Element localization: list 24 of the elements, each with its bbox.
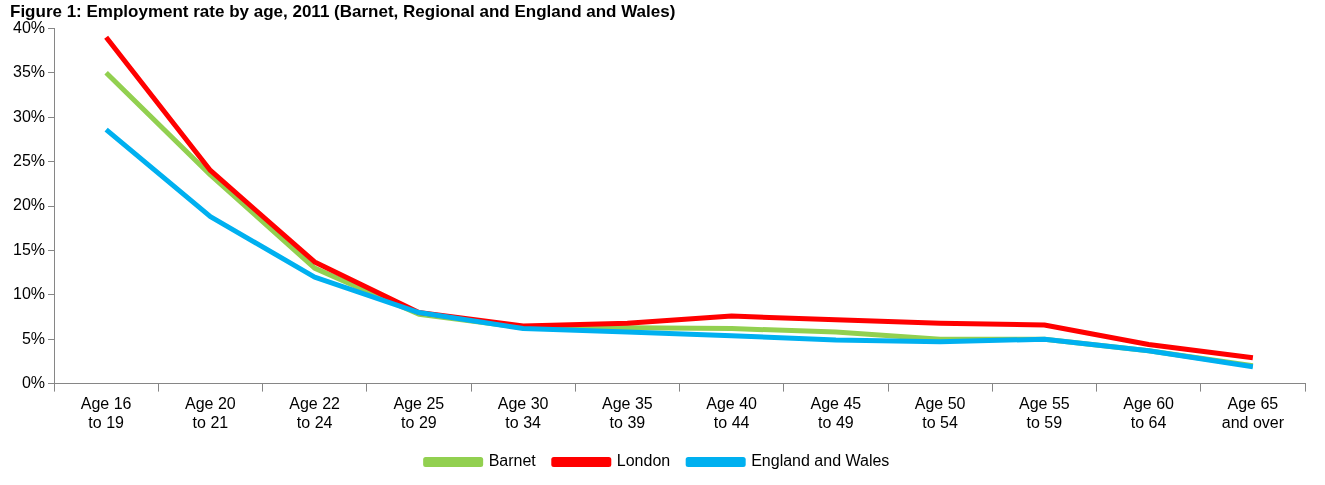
x-tick-label: Age 25 to 29 — [393, 394, 445, 431]
legend-label: Barnet — [488, 452, 537, 470]
y-tick-label: 35% — [12, 63, 46, 81]
y-tick-label: 15% — [12, 240, 46, 258]
legend-label: London — [616, 452, 671, 470]
x-tick-label: Age 16 to 19 — [80, 394, 132, 431]
chart-title: Figure 1: Employment rate by age, 2011 (Barnet, Regional and England and Wales) — [10, 1, 676, 21]
x-tick-label: Age 35 to 39 — [602, 394, 653, 431]
x-tick-label: Age 45 to 49 — [810, 394, 862, 431]
x-tick-label: Age 40 to 44 — [706, 394, 758, 431]
x-tick-label: Age 60 to 64 — [1123, 394, 1175, 431]
x-tick-label: Age 22 to 24 — [289, 394, 341, 431]
y-tick-label: 25% — [12, 152, 46, 170]
x-tick-label: Age 55 to 59 — [1019, 394, 1070, 431]
legend-label: England and Wales — [751, 452, 890, 470]
y-tick-label: 0% — [21, 374, 46, 392]
x-tick-label: Age 30 to 34 — [497, 394, 549, 431]
y-tick-label: 10% — [12, 285, 46, 303]
y-tick-label: 5% — [21, 329, 46, 347]
y-tick-label: 20% — [12, 196, 46, 214]
x-tick-label: Age 20 to 21 — [185, 394, 236, 431]
x-tick-label: Age 50 to 54 — [914, 394, 966, 431]
y-tick-label: 30% — [12, 107, 46, 125]
x-tick-label: Age 65 and over — [1221, 394, 1285, 431]
